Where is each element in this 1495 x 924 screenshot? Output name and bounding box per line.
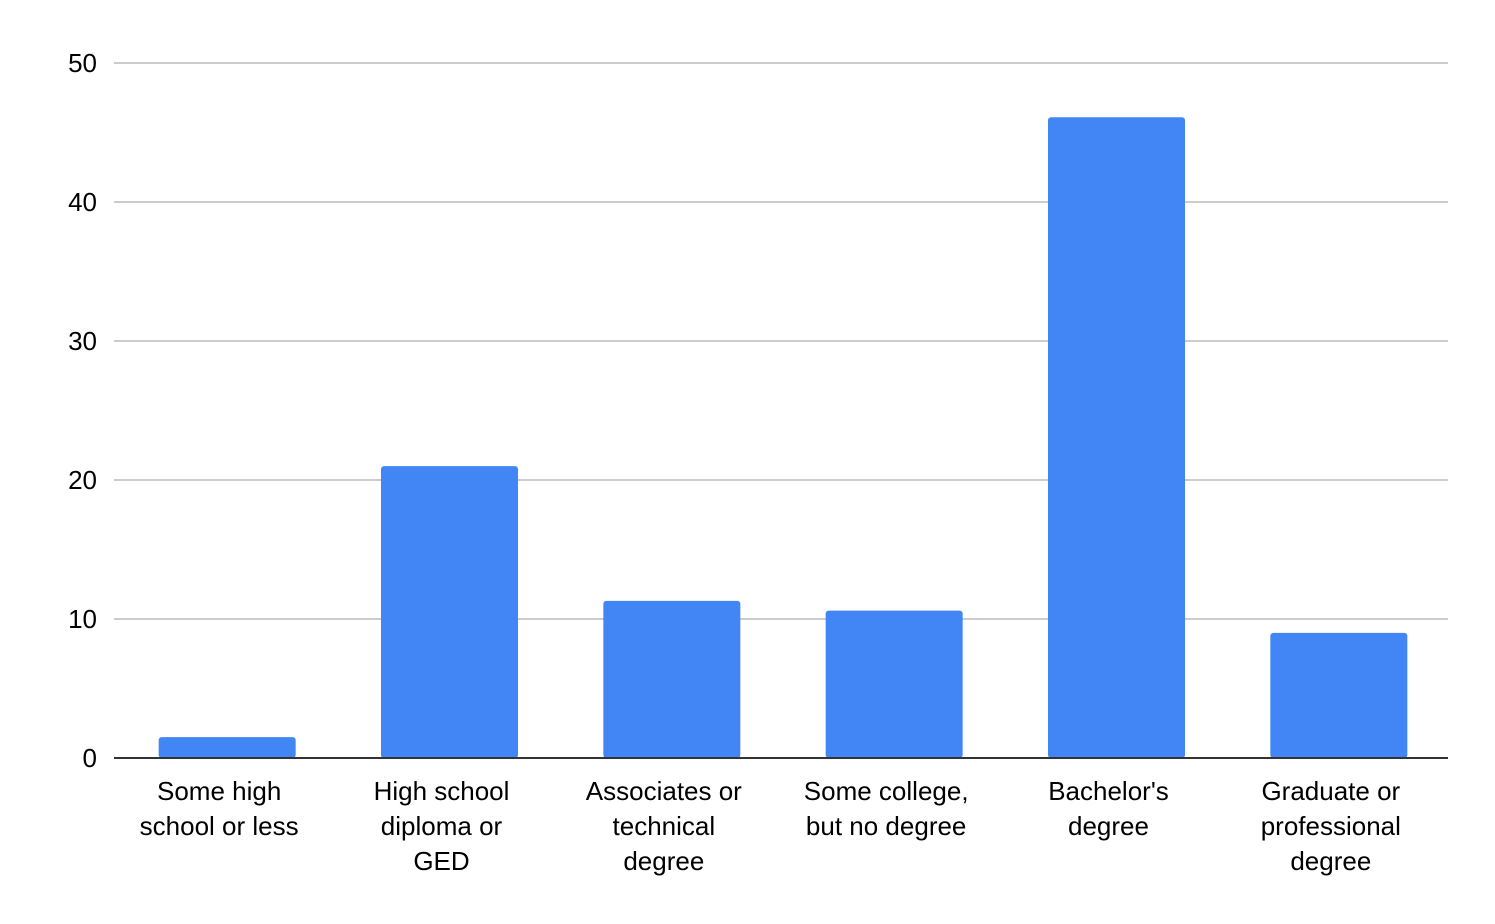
bar — [1270, 632, 1408, 758]
x-category-label: Bachelor's degree — [1048, 776, 1169, 841]
y-tick-label: 20 — [68, 465, 97, 495]
y-tick-label: 30 — [68, 326, 97, 356]
x-axis-category-labels: Some high school or less High school diplom… — [140, 776, 1401, 876]
gridlines — [114, 62, 1448, 620]
x-category-label-line: but no degree — [806, 811, 966, 841]
bar — [1048, 117, 1185, 758]
x-category-label: High school diploma or GED — [374, 776, 510, 876]
x-category-label-line: Bachelor's — [1048, 776, 1169, 806]
y-tick-label: 50 — [68, 48, 97, 78]
y-tick-label: 0 — [83, 743, 97, 773]
x-category-label-line: Graduate or — [1261, 776, 1400, 806]
x-category-label: Some high school or less — [140, 776, 299, 841]
x-category-label-line: Some high — [157, 776, 281, 806]
x-category-label: Some college, but no degree — [804, 776, 969, 841]
x-category-label-line: degree — [1068, 811, 1149, 841]
bar — [158, 737, 296, 758]
x-category-label-line: school or less — [140, 811, 299, 841]
x-category-label-line: High school — [374, 776, 510, 806]
x-category-label-line: Associates or — [586, 776, 742, 806]
x-category-label-line: technical — [613, 811, 716, 841]
y-tick-label: 10 — [68, 604, 97, 634]
x-category-label-line: diploma or — [381, 811, 503, 841]
x-category-label: Associates or technical degree — [586, 776, 742, 876]
x-category-label-line: professional — [1261, 811, 1401, 841]
bar — [825, 610, 963, 758]
bar — [381, 466, 518, 758]
y-axis-tick-labels: 0 10 20 30 40 50 — [68, 48, 97, 773]
x-category-label: Graduate or professional degree — [1261, 776, 1401, 876]
bar — [603, 600, 741, 758]
bars — [114, 117, 1448, 759]
x-category-label-line: Some college, — [804, 776, 969, 806]
y-tick-label: 40 — [68, 187, 97, 217]
x-category-label-line: degree — [623, 846, 704, 876]
x-category-label-line: GED — [413, 846, 469, 876]
x-category-label-line: degree — [1290, 846, 1371, 876]
